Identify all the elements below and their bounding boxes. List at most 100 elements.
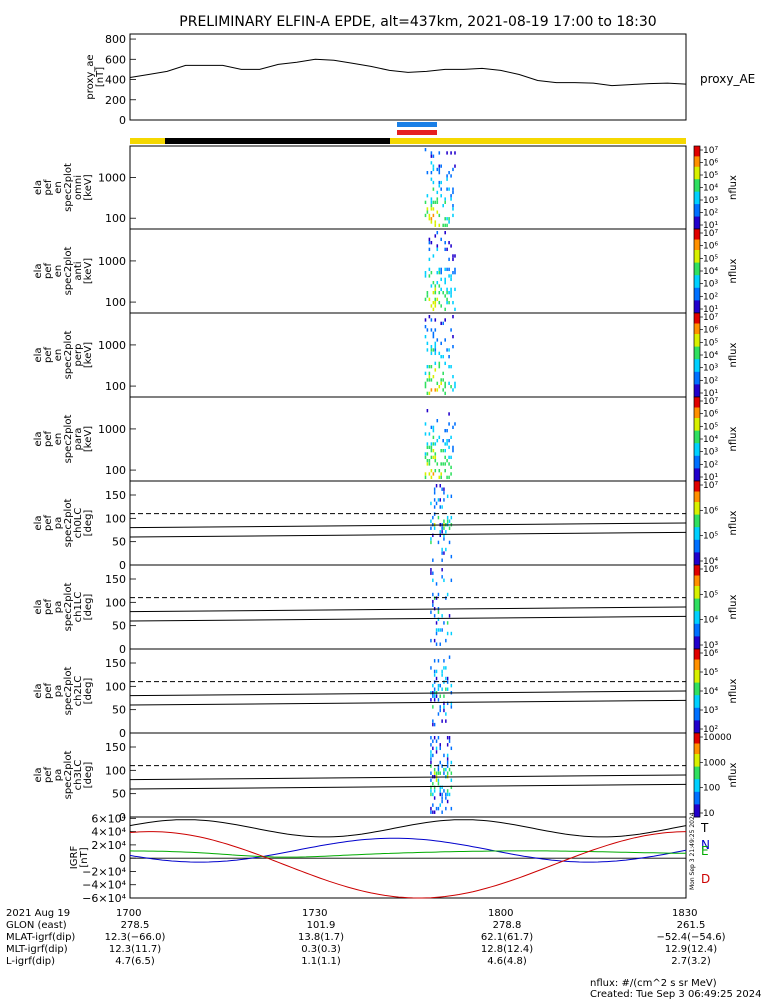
pa_ch3-panel-heat-cell bbox=[433, 767, 436, 772]
pa_ch2-panel-heat-cell bbox=[437, 683, 440, 688]
spec_anti-panel-heat-cell bbox=[446, 297, 448, 302]
spec_anti-panel-heat-cell bbox=[444, 247, 446, 252]
pa_ch1-panel-heat-cell bbox=[443, 621, 445, 625]
spec_perp-panel-colorbar-tick-label: 10⁵ bbox=[703, 338, 718, 348]
spec_omni-panel-heat-cell bbox=[452, 204, 454, 208]
spec_anti-panel-heat-cell bbox=[450, 277, 452, 282]
spec_anti-panel-colorbar-cell bbox=[694, 287, 700, 291]
pa_ch1-panel-ylabel-line: [deg] bbox=[83, 594, 94, 621]
spec_omni-panel-colorbar-cell bbox=[694, 158, 700, 162]
spec_omni-panel-colorbar-cell bbox=[694, 216, 700, 220]
pa_ch2-panel-heat-cell bbox=[441, 669, 443, 674]
pa_ch0-panel-colorbar-cell bbox=[694, 533, 700, 537]
spec_anti-panel-ylabel-line: pef bbox=[43, 263, 54, 280]
spec_omni-panel-heat-cell bbox=[426, 207, 429, 211]
spec_omni-panel-colorbar-cell bbox=[694, 177, 700, 180]
spec_perp-panel-colorbar-cell bbox=[694, 394, 700, 398]
spec_para-panel-heat-cell bbox=[428, 472, 431, 476]
spec_anti-panel-heat-cell bbox=[452, 301, 454, 305]
spec_anti-panel-heat-cell bbox=[432, 301, 435, 305]
pa_ch3-panel-heat-cell bbox=[432, 803, 434, 807]
spec_para-panel-colorbar-tick-label: 10¹ bbox=[703, 473, 718, 483]
pa_ch3-panel-heat-cell bbox=[433, 810, 436, 814]
pa_ch0-panel-colorbar-cell bbox=[694, 537, 700, 541]
spec_anti-panel-heat-cell bbox=[440, 267, 442, 272]
footer-row-label: L-igrf(dip) bbox=[6, 956, 56, 967]
pa_ch2-panel-ytick-label: 100 bbox=[105, 680, 126, 693]
spec_omni-panel-colorbar-cell bbox=[694, 204, 700, 207]
spec_perp-panel-heat-cell bbox=[430, 365, 433, 369]
spec_anti-panel-colorbar-cell bbox=[694, 268, 700, 272]
spec_para-panel-heat-cell bbox=[436, 462, 439, 466]
pa_ch2-panel-heat-cell bbox=[435, 676, 438, 681]
spec_omni-panel-colorbar-cell bbox=[694, 224, 700, 228]
pa_ch0-panel-losscone-lower-line bbox=[129, 531, 687, 538]
spec_omni-panel-heat-cell bbox=[432, 167, 435, 172]
proxy-ae-panel-ylabel-line: proxy_ae bbox=[85, 54, 96, 99]
spec_para-panel-heat-cell bbox=[444, 455, 446, 460]
spec_omni-panel-heat-cell bbox=[438, 151, 441, 155]
spec_anti-panel-colorbar-cell bbox=[694, 298, 700, 301]
spec_para-panel-colorbar-cell bbox=[694, 418, 700, 421]
pa_ch1-panel-heat-cell bbox=[450, 578, 453, 583]
pa_ch3-panel-colorbar-cell bbox=[694, 785, 700, 789]
spec_omni-panel-colorbar-cell bbox=[694, 195, 700, 199]
spec_perp-panel-colorbar-cell bbox=[694, 365, 700, 369]
pa_ch2-panel-colorbar-cell bbox=[694, 697, 700, 700]
spec_perp-panel-heat-cell bbox=[442, 355, 444, 359]
pa_ch2-panel-colorbar-cell bbox=[694, 649, 700, 652]
spec_perp-panel-heat-cell bbox=[448, 348, 450, 352]
spec_omni-panel-colorbar-cell bbox=[694, 220, 700, 224]
spec_perp-panel-heat-cell bbox=[444, 361, 446, 366]
pa_ch1-panel-heat-cell bbox=[432, 571, 434, 575]
spec_omni-panel-heat-cell bbox=[428, 217, 431, 221]
spec_para-panel-heat-cell bbox=[444, 469, 446, 473]
spec_perp-panel-colorbar-tick-label: 10¹ bbox=[703, 389, 718, 399]
pa_ch3-panel-heat-cell bbox=[446, 736, 449, 740]
spec_perp-panel-colorbar-cell bbox=[694, 373, 700, 377]
pa_ch0-panel-heat-cell bbox=[448, 540, 451, 545]
pa_ch3-panel-heat-cell bbox=[439, 746, 441, 751]
proxy-ae-panel-frame bbox=[129, 33, 687, 121]
spec_omni-panel-heat-cell bbox=[438, 167, 441, 172]
pa_ch2-panel-colorbar-tick-label: 10⁵ bbox=[703, 668, 718, 678]
spec_perp-panel-colorbar-cell bbox=[694, 382, 700, 385]
spec_para-panel-heat-cell bbox=[446, 459, 448, 463]
pa_ch0-panel-heat-cell bbox=[437, 498, 440, 502]
spec_anti-panel-heat-cell bbox=[444, 307, 446, 312]
pa_ch0-panel-ytick-label: 50 bbox=[112, 536, 126, 549]
spec_anti-panel-heat-cell bbox=[434, 284, 437, 288]
pa_ch1-panel-colorbar-cell bbox=[694, 602, 700, 606]
pa_ch0-panel-heat-cell bbox=[432, 558, 434, 562]
spec_omni-panel-heat-cell bbox=[440, 180, 442, 185]
spec_para-panel-heat-cell bbox=[432, 449, 435, 453]
spec_para-panel-colorbar-cell bbox=[694, 428, 700, 432]
pa_ch3-panel-colorbar-cell bbox=[694, 777, 700, 780]
spec_anti-panel-heat-cell bbox=[454, 267, 456, 272]
pa_ch1-panel-heat-cell bbox=[446, 631, 449, 636]
igrf-panel-ytick-label: 6×10⁴ bbox=[91, 812, 126, 825]
spec_omni-panel-heat-cell bbox=[432, 207, 435, 211]
pa_ch2-panel-colorbar-cell bbox=[694, 686, 700, 690]
spec_perp-panel-heat-cell bbox=[434, 341, 437, 346]
spec_perp-panel-heat-cell bbox=[438, 361, 441, 366]
spec_para-panel-colorbar-cell bbox=[694, 413, 700, 417]
spec_para-panel-colorbar-cell bbox=[694, 403, 700, 406]
proxy-ae-panel-ytick-label: 0 bbox=[119, 114, 126, 127]
spec_anti-panel-colorbar-cell bbox=[694, 247, 700, 251]
spec_perp-panel-heat-cell bbox=[434, 361, 437, 366]
spec_perp-panel-colorbar-cell bbox=[694, 342, 700, 345]
footer-row-value: 101.9 bbox=[306, 920, 336, 931]
spec_omni-panel-heat-cell bbox=[446, 187, 448, 191]
spec_perp-panel-heat-cell bbox=[448, 381, 450, 386]
pa_ch2-panel-heat-cell bbox=[446, 687, 449, 691]
pa_ch0-panel-heat-cell bbox=[443, 533, 445, 538]
pa_ch0-panel-ylabel-line: [deg] bbox=[83, 510, 94, 537]
spec_perp-panel-heat-cell bbox=[436, 338, 439, 342]
pa_ch1-panel-heat-cell bbox=[432, 578, 434, 583]
pa_ch0-panel-colorbar-cell bbox=[694, 541, 700, 545]
footer-row-value: 2.7(3.2) bbox=[671, 956, 711, 967]
pa_ch0-panel-colorbar-cell bbox=[694, 556, 700, 560]
spec_anti-panel-heat-cell bbox=[444, 294, 446, 298]
spec_para-panel-heat-cell bbox=[448, 412, 450, 416]
